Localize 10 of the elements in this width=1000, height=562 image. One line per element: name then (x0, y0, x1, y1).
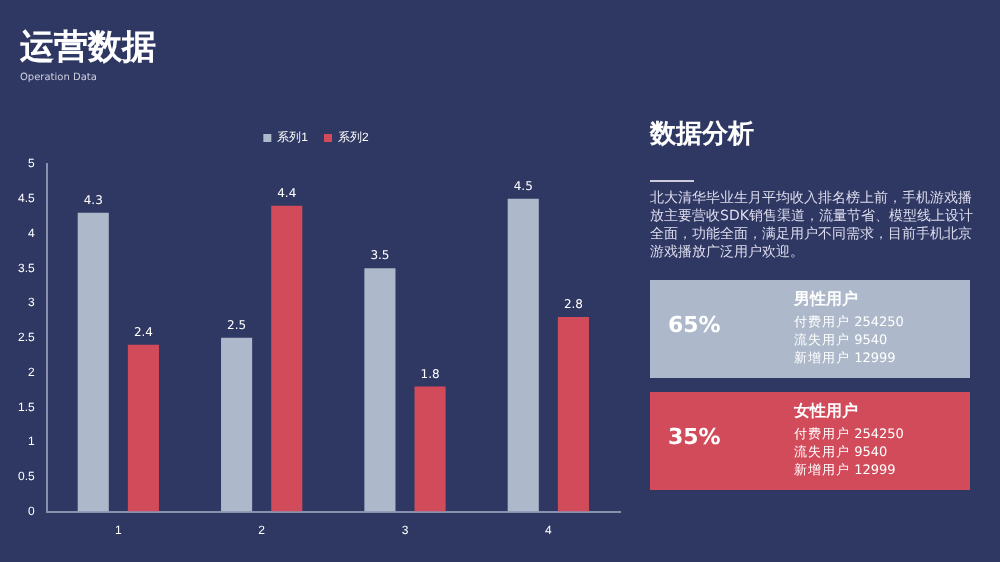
bar (557, 316, 589, 512)
chart-title: 运营数据 (20, 26, 156, 70)
bar (127, 344, 159, 512)
bar (77, 212, 109, 512)
bar (271, 205, 303, 512)
text: 数据分析 (650, 118, 756, 152)
bar (364, 268, 396, 512)
bar (221, 337, 253, 512)
bar (414, 386, 446, 512)
bar (507, 198, 539, 512)
